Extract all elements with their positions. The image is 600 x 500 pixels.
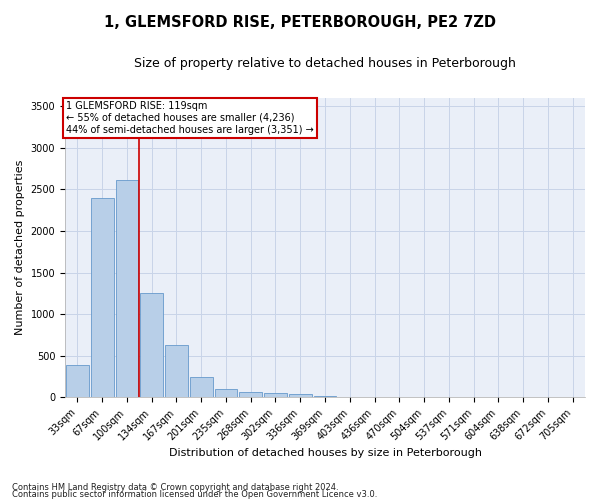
Bar — [314, 396, 337, 398]
Bar — [140, 294, 163, 398]
Bar — [91, 198, 113, 398]
Text: 1 GLEMSFORD RISE: 119sqm
← 55% of detached houses are smaller (4,236)
44% of sem: 1 GLEMSFORD RISE: 119sqm ← 55% of detach… — [66, 102, 314, 134]
Bar — [289, 394, 311, 398]
X-axis label: Distribution of detached houses by size in Peterborough: Distribution of detached houses by size … — [169, 448, 482, 458]
Bar — [264, 393, 287, 398]
Text: 1, GLEMSFORD RISE, PETERBOROUGH, PE2 7ZD: 1, GLEMSFORD RISE, PETERBOROUGH, PE2 7ZD — [104, 15, 496, 30]
Text: Contains public sector information licensed under the Open Government Licence v3: Contains public sector information licen… — [12, 490, 377, 499]
Bar — [66, 365, 89, 398]
Bar — [239, 392, 262, 398]
Bar — [190, 376, 212, 398]
Title: Size of property relative to detached houses in Peterborough: Size of property relative to detached ho… — [134, 58, 516, 70]
Bar — [165, 345, 188, 398]
Text: Contains HM Land Registry data © Crown copyright and database right 2024.: Contains HM Land Registry data © Crown c… — [12, 484, 338, 492]
Bar — [116, 180, 139, 398]
Bar — [215, 389, 238, 398]
Y-axis label: Number of detached properties: Number of detached properties — [15, 160, 25, 336]
